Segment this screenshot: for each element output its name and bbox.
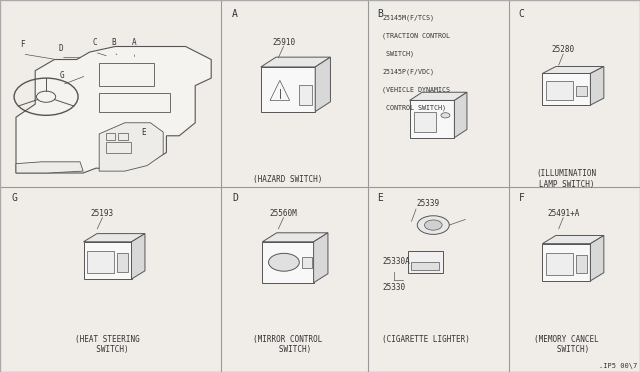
Bar [99,63,154,86]
Bar [117,253,128,272]
Text: 25910: 25910 [272,38,295,46]
Bar [414,112,436,132]
Text: F: F [518,193,524,203]
Polygon shape [16,162,83,173]
Polygon shape [543,235,604,244]
Text: 25339: 25339 [416,199,439,208]
Text: (MEMORY CANCEL
   SWITCH): (MEMORY CANCEL SWITCH) [534,335,599,354]
Circle shape [441,113,450,118]
Bar [576,255,586,273]
Bar [106,142,131,153]
Text: E: E [378,193,383,203]
Text: G: G [60,71,65,80]
Text: C: C [92,38,97,47]
Circle shape [269,253,300,271]
Polygon shape [410,92,467,100]
Text: 25491+A: 25491+A [547,209,579,218]
Polygon shape [132,234,145,279]
Text: B: B [111,38,116,47]
Text: 25330: 25330 [382,283,405,292]
Text: D: D [232,193,238,203]
Text: (MIRROR CONTROL
   SWITCH): (MIRROR CONTROL SWITCH) [253,335,323,354]
Bar [408,251,443,273]
Bar [411,262,439,270]
Bar [547,81,573,100]
Bar [543,74,590,105]
Text: A: A [232,9,238,19]
Bar [547,253,573,275]
Bar [84,242,132,279]
Bar [302,257,312,269]
Text: SWITCH): SWITCH) [382,51,414,57]
Bar [543,244,590,281]
Text: F: F [20,40,25,49]
Text: G: G [12,193,17,203]
Text: 25330A: 25330A [382,257,410,266]
Text: B: B [378,9,383,19]
Text: (HAZARD SWITCH): (HAZARD SWITCH) [253,175,323,184]
Polygon shape [314,233,328,283]
Polygon shape [315,57,330,112]
Text: D: D [58,44,63,53]
Text: C: C [518,9,524,19]
Text: 25193: 25193 [91,209,114,218]
Text: (ILLUMINATION
LAMP SWITCH): (ILLUMINATION LAMP SWITCH) [536,169,596,189]
Polygon shape [84,234,145,242]
Polygon shape [454,92,467,138]
Bar [118,133,128,140]
Text: E: E [141,128,146,137]
Text: (VEHICLE DYNAMICS: (VEHICLE DYNAMICS [382,86,450,93]
Bar [261,67,315,112]
Text: A: A [132,38,137,47]
Polygon shape [261,57,330,67]
Text: 25280: 25280 [552,45,575,54]
Text: (CIGARETTE LIGHTER): (CIGARETTE LIGHTER) [381,335,470,344]
Polygon shape [262,233,328,242]
Bar [299,85,312,105]
Circle shape [417,216,449,234]
Polygon shape [99,123,163,171]
Bar [99,93,170,112]
Bar [410,100,454,138]
Text: CONTROL SWITCH): CONTROL SWITCH) [382,104,446,110]
Polygon shape [590,67,604,105]
Polygon shape [543,67,604,74]
Bar [576,86,586,96]
Polygon shape [16,46,211,173]
Bar [106,133,115,140]
Circle shape [424,220,442,230]
Text: 25145P(F/VDC): 25145P(F/VDC) [382,68,434,75]
Polygon shape [590,235,604,281]
Bar [88,251,114,273]
Text: .IP5 00\7: .IP5 00\7 [598,363,637,369]
Text: (TRACTION CONTROL: (TRACTION CONTROL [382,33,450,39]
Text: 25560M: 25560M [269,209,298,218]
Text: 25145M(F/TCS): 25145M(F/TCS) [382,15,434,21]
Bar [262,242,314,283]
Text: (HEAT STEERING
  SWITCH): (HEAT STEERING SWITCH) [75,335,140,354]
